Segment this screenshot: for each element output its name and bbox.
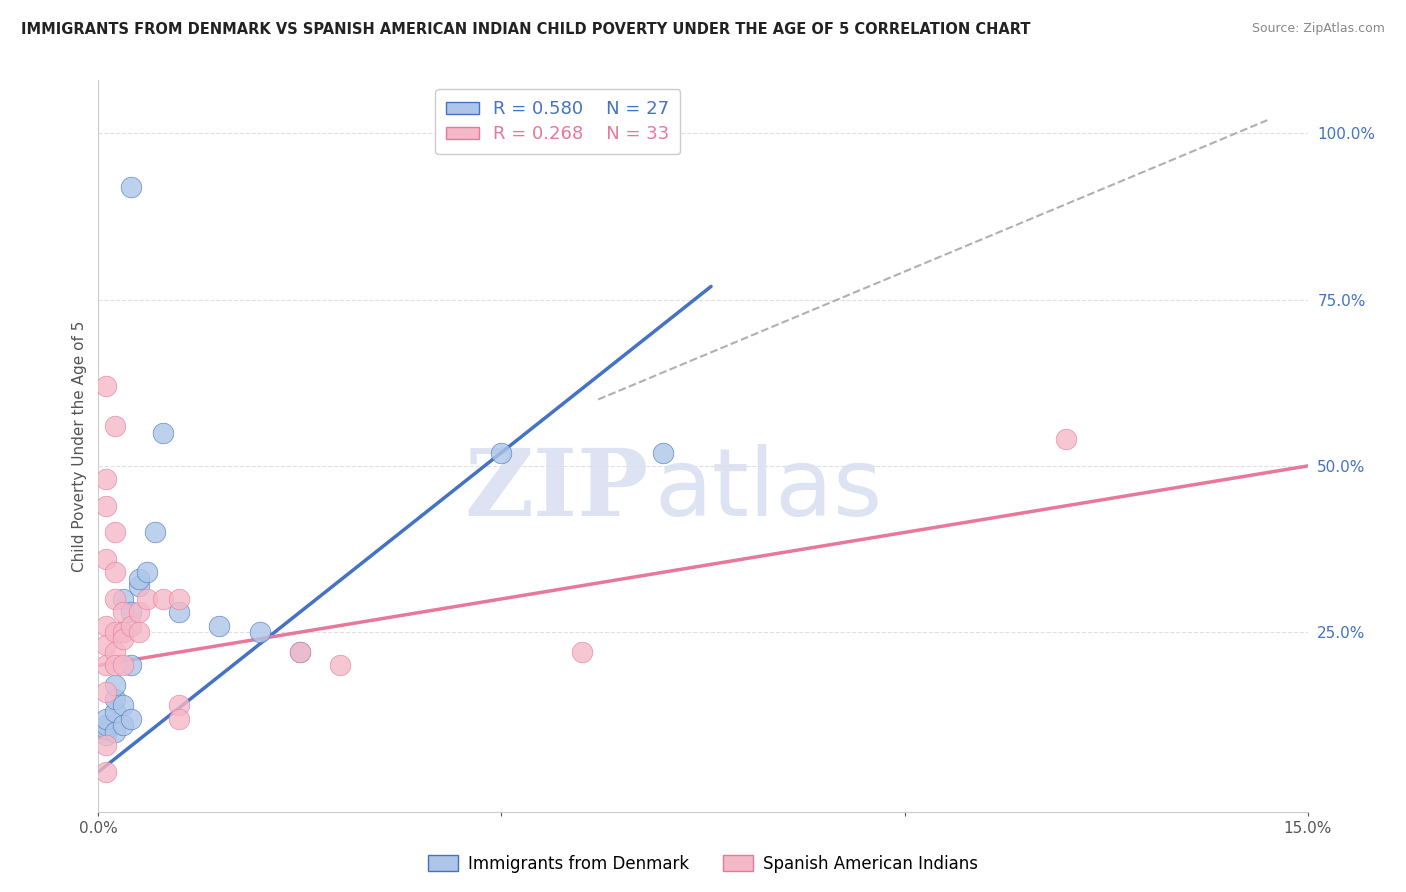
Point xyxy=(103,625,125,640)
Point xyxy=(103,566,125,580)
Point xyxy=(143,525,166,540)
Point xyxy=(111,605,134,619)
Point xyxy=(120,658,142,673)
Point xyxy=(103,725,125,739)
Point xyxy=(111,632,134,646)
Point xyxy=(111,698,134,713)
Point xyxy=(96,618,118,632)
Point xyxy=(571,645,593,659)
Point xyxy=(96,685,118,699)
Point xyxy=(96,728,118,742)
Point xyxy=(96,764,118,779)
Point xyxy=(120,179,142,194)
Point xyxy=(249,625,271,640)
Point xyxy=(491,445,513,459)
Text: ZIP: ZIP xyxy=(464,445,648,535)
Legend: R = 0.580    N = 27, R = 0.268    N = 33: R = 0.580 N = 27, R = 0.268 N = 33 xyxy=(436,89,681,154)
Text: Source: ZipAtlas.com: Source: ZipAtlas.com xyxy=(1251,22,1385,36)
Y-axis label: Child Poverty Under the Age of 5: Child Poverty Under the Age of 5 xyxy=(72,320,87,572)
Point xyxy=(128,605,150,619)
Point xyxy=(96,738,118,752)
Point xyxy=(120,712,142,726)
Point xyxy=(103,678,125,692)
Point xyxy=(208,618,231,632)
Text: IMMIGRANTS FROM DENMARK VS SPANISH AMERICAN INDIAN CHILD POVERTY UNDER THE AGE O: IMMIGRANTS FROM DENMARK VS SPANISH AMERI… xyxy=(21,22,1031,37)
Point xyxy=(103,691,125,706)
Point xyxy=(288,645,311,659)
Point xyxy=(103,591,125,606)
Point xyxy=(103,658,125,673)
Point xyxy=(128,579,150,593)
Point xyxy=(111,625,134,640)
Point xyxy=(96,658,118,673)
Point xyxy=(111,658,134,673)
Point xyxy=(167,605,190,619)
Point xyxy=(96,379,118,393)
Point xyxy=(111,718,134,732)
Point xyxy=(96,472,118,486)
Point xyxy=(135,591,157,606)
Point xyxy=(120,605,142,619)
Point xyxy=(96,639,118,653)
Point xyxy=(103,705,125,719)
Point xyxy=(1054,433,1077,447)
Point xyxy=(103,419,125,434)
Point xyxy=(96,552,118,566)
Point xyxy=(96,722,118,736)
Point xyxy=(128,572,150,586)
Text: atlas: atlas xyxy=(655,444,883,536)
Point xyxy=(167,698,190,713)
Point xyxy=(288,645,311,659)
Point xyxy=(120,618,142,632)
Point xyxy=(651,445,673,459)
Point xyxy=(167,591,190,606)
Point xyxy=(167,712,190,726)
Point xyxy=(103,525,125,540)
Point xyxy=(96,499,118,513)
Point xyxy=(329,658,352,673)
Point xyxy=(152,425,174,440)
Point xyxy=(152,591,174,606)
Point xyxy=(96,718,118,732)
Point xyxy=(96,712,118,726)
Point xyxy=(111,625,134,640)
Point xyxy=(103,645,125,659)
Point xyxy=(111,591,134,606)
Point xyxy=(135,566,157,580)
Legend: Immigrants from Denmark, Spanish American Indians: Immigrants from Denmark, Spanish America… xyxy=(422,848,984,880)
Point xyxy=(128,625,150,640)
